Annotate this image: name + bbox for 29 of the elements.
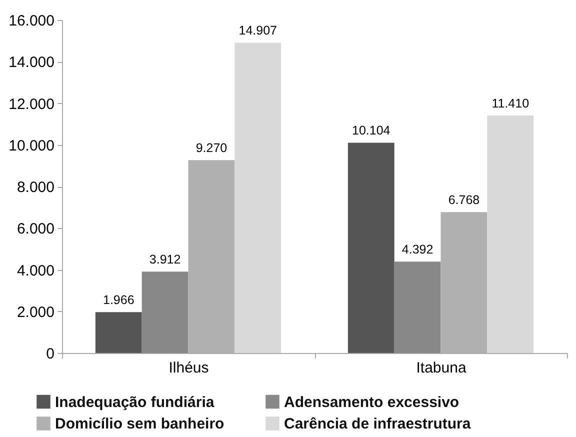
y-tick-label: 10.000 — [8, 137, 54, 154]
y-tick-label: 8.000 — [16, 179, 54, 196]
y-tick-label: 12.000 — [8, 96, 54, 113]
y-tick-label: 16.000 — [8, 12, 54, 30]
bar — [487, 116, 534, 353]
x-tick-label: Ilhéus — [168, 360, 209, 376]
legend-label: Adensamento excessivo — [284, 394, 460, 411]
data-label: 6.768 — [448, 193, 480, 208]
legend-label: Inadequação fundiária — [55, 394, 215, 411]
bar — [95, 312, 142, 353]
data-label: 1.966 — [102, 293, 134, 308]
legend-label: Domicílio sem banheiro — [55, 416, 224, 432]
data-label: 3.912 — [149, 252, 181, 267]
legend-label: Carência de infraestrutura — [284, 416, 472, 432]
y-tick-label: 2.000 — [16, 304, 54, 321]
bar — [142, 272, 188, 353]
y-tick-label: 14.000 — [8, 54, 54, 72]
bar — [348, 142, 394, 353]
bar — [234, 42, 282, 353]
data-label: 10.104 — [352, 124, 390, 138]
bar — [394, 262, 441, 353]
data-label: 11.410 — [492, 96, 530, 111]
y-tick-label: 4.000 — [16, 262, 54, 280]
y-tick-label: 0 — [46, 346, 54, 362]
y-tick-label: 6.000 — [16, 220, 54, 238]
x-tick-label: Itabuna — [416, 360, 467, 376]
data-label: 4.392 — [402, 242, 434, 257]
data-label: 14.907 — [238, 24, 278, 38]
data-label: 9.270 — [196, 141, 228, 156]
